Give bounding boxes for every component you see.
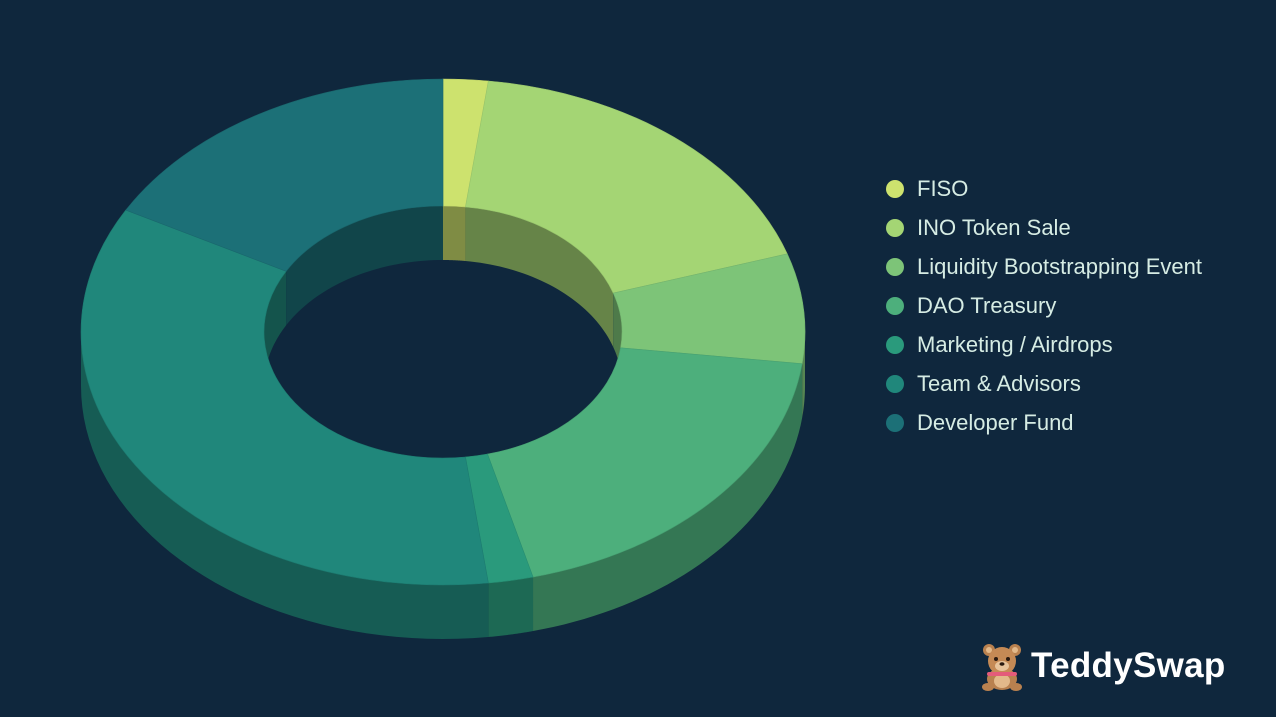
legend-label-liquidity-bootstrapping-event: Liquidity Bootstrapping Event bbox=[917, 253, 1202, 279]
legend-item-team-and-advisors[interactable]: Team & Advisors bbox=[886, 364, 1202, 403]
donut-inner-walls bbox=[264, 206, 622, 386]
legend-item-fiso[interactable]: FISO bbox=[886, 169, 1202, 208]
inner-wall-developer-fund-b bbox=[286, 206, 443, 326]
donut-top-faces bbox=[80, 78, 806, 586]
legend-marker-ino-token-sale bbox=[886, 218, 904, 237]
inner-wall-fiso bbox=[443, 206, 466, 261]
outer-wall-team-and-advisors bbox=[81, 332, 489, 639]
inner-wall-team-and-advisors-b bbox=[264, 271, 287, 386]
outer-wall-dao-treasury bbox=[533, 363, 803, 632]
legend-item-liquidity-bootstrapping-event[interactable]: Liquidity Bootstrapping Event bbox=[886, 247, 1202, 286]
legend-item-dao-treasury[interactable]: DAO Treasury bbox=[886, 286, 1202, 325]
legend-marker-liquidity-bootstrapping-event bbox=[886, 257, 904, 276]
slice-developer-fund[interactable] bbox=[125, 78, 444, 272]
legend-marker-dao-treasury bbox=[886, 296, 904, 315]
legend-label-developer-fund: Developer Fund bbox=[917, 409, 1074, 435]
inner-wall-ino-token-sale bbox=[465, 206, 614, 348]
legend-label-fiso: FISO bbox=[917, 175, 969, 201]
legend-label-team-and-advisors: Team & Advisors bbox=[917, 370, 1081, 396]
brand-name: TeddySwap bbox=[1031, 646, 1226, 685]
chart-legend: FISO INO Token Sale Liquidity Bootstrappin… bbox=[886, 169, 1202, 442]
legend-item-developer-fund[interactable]: Developer Fund bbox=[886, 403, 1202, 442]
legend-marker-fiso bbox=[886, 179, 904, 198]
legend-marker-developer-fund bbox=[886, 413, 904, 432]
outer-wall-liquidity-bootstrapping-event bbox=[802, 332, 805, 418]
teddy-bear-icon bbox=[982, 644, 1022, 691]
legend-label-dao-treasury: DAO Treasury bbox=[917, 292, 1057, 318]
legend-label-marketing-airdrops: Marketing / Airdrops bbox=[917, 331, 1113, 357]
slice-ino-token-sale[interactable] bbox=[465, 80, 788, 294]
outer-wall-marketing-airdrops bbox=[488, 577, 534, 638]
slice-team-and-advisors[interactable] bbox=[80, 209, 489, 586]
legend-marker-team-and-advisors bbox=[886, 374, 904, 393]
brand-logo: TeddySwap bbox=[977, 641, 1226, 691]
legend-item-marketing-airdrops[interactable]: Marketing / Airdrops bbox=[886, 325, 1202, 364]
legend-marker-marketing-airdrops bbox=[886, 335, 904, 354]
legend-item-ino-token-sale[interactable]: INO Token Sale bbox=[886, 208, 1202, 247]
legend-label-ino-token-sale: INO Token Sale bbox=[917, 214, 1071, 240]
slice-dao-treasury[interactable] bbox=[487, 347, 803, 578]
donut-outer-walls bbox=[81, 332, 805, 639]
